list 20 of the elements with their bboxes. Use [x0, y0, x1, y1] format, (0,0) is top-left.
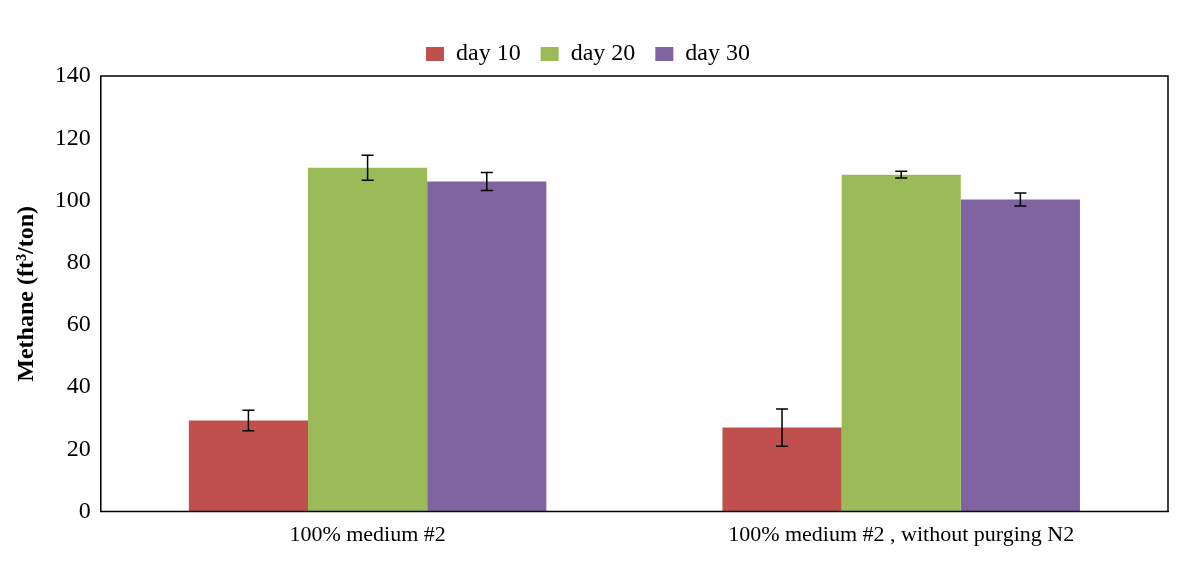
y-tick-label: 100: [54, 185, 91, 212]
legend-label: day 30: [685, 39, 750, 66]
y-tick-label: 120: [54, 123, 91, 150]
y-tick-label: 80: [66, 247, 91, 274]
bar: [960, 199, 1080, 512]
legend-label: day 20: [570, 39, 636, 66]
legend-label: day 10: [456, 39, 521, 66]
y-tick-label: 40: [66, 372, 91, 399]
y-axis-title: Methane (ft³/ton): [11, 205, 38, 382]
bar: [308, 167, 428, 512]
y-tick-label: 0: [78, 496, 91, 523]
bar: [722, 427, 842, 512]
x-tick-label: 100% medium #2: [289, 520, 446, 546]
x-tick-label: 100% medium #2 , without purging N2: [728, 520, 1075, 546]
bar: [841, 174, 961, 512]
y-tick-label: 20: [66, 434, 91, 461]
y-tick-label: 60: [66, 310, 91, 337]
y-tick-label: 140: [54, 61, 91, 88]
bar: [427, 181, 547, 512]
bar: [188, 420, 309, 512]
